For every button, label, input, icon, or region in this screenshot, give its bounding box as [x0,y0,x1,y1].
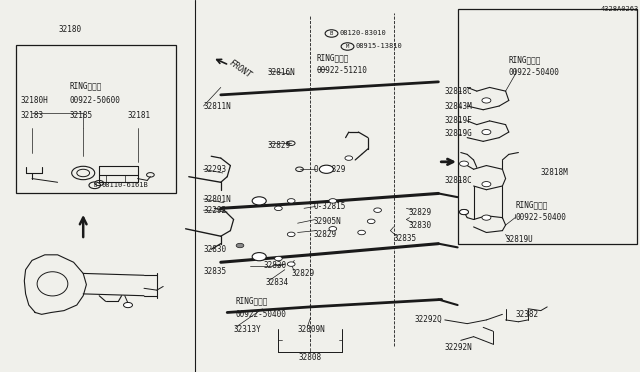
Circle shape [460,209,468,215]
Text: 08110-6161B: 08110-6161B [101,182,148,188]
Text: 32835: 32835 [204,267,227,276]
Text: 4328A0263: 4328A0263 [600,6,639,12]
Circle shape [275,256,282,261]
Bar [16,45,176,193]
Text: 08120-83010: 08120-83010 [339,31,386,36]
Text: M: M [346,44,349,49]
Text: 00922-50400: 00922-50400 [236,310,286,319]
Text: 32829: 32829 [314,230,337,239]
Text: 32292N: 32292N [445,343,472,352]
Text: 32181: 32181 [128,111,151,120]
Text: 32811N: 32811N [204,102,231,110]
Text: 32808: 32808 [299,353,322,362]
Text: O-32829: O-32829 [314,165,346,174]
Text: 32819U: 32819U [506,235,533,244]
Text: 32809N: 32809N [298,325,325,334]
Text: RINGリング: RINGリング [236,297,268,306]
Circle shape [252,253,266,261]
Text: RINGリング: RINGリング [509,55,541,64]
Text: 32818C: 32818C [445,176,472,185]
Text: 32185: 32185 [69,111,92,120]
Text: 00922-50400: 00922-50400 [509,68,559,77]
Circle shape [358,230,365,235]
Text: 32293: 32293 [204,165,227,174]
Text: FRONT: FRONT [227,58,253,80]
Circle shape [345,156,353,160]
Circle shape [460,161,468,166]
Circle shape [482,215,491,220]
Text: 32830: 32830 [408,221,431,230]
Circle shape [329,227,337,231]
Text: B: B [330,31,333,36]
Text: 32818C: 32818C [445,87,472,96]
Text: 00922-50400: 00922-50400 [515,213,566,222]
Text: 32830: 32830 [264,262,287,270]
Text: O-32815: O-32815 [314,202,346,211]
Text: 32183: 32183 [20,111,44,120]
Text: 32801N: 32801N [204,195,231,203]
Circle shape [482,182,491,187]
Text: 32382: 32382 [515,310,538,319]
Bar [458,9,637,244]
Circle shape [287,262,295,266]
Text: 08915-13810: 08915-13810 [355,44,402,49]
Text: 32819G: 32819G [445,129,472,138]
Circle shape [124,302,132,308]
Text: 32292Q: 32292Q [415,315,442,324]
Text: 32829: 32829 [268,141,291,150]
Text: 32843M: 32843M [445,102,472,110]
Text: 32830: 32830 [204,245,227,254]
Text: B: B [93,183,97,188]
Text: RINGリング: RINGリング [69,81,102,90]
Circle shape [460,209,468,215]
Text: RINGリング: RINGリング [317,53,349,62]
Circle shape [275,206,282,211]
Circle shape [287,199,295,203]
Text: 00922-50600: 00922-50600 [69,96,120,105]
Circle shape [367,219,375,224]
Text: 32816N: 32816N [268,68,295,77]
Text: 00922-51210: 00922-51210 [317,66,367,75]
Text: 32835: 32835 [394,234,417,243]
Text: 32313Y: 32313Y [234,325,261,334]
Circle shape [236,243,244,248]
Text: 32180: 32180 [59,25,82,34]
Text: 32292: 32292 [204,206,227,215]
Text: RINGリング: RINGリング [515,200,548,209]
Circle shape [329,199,337,203]
Text: 32180H: 32180H [20,96,48,105]
Text: 32834: 32834 [266,278,289,287]
Circle shape [482,129,491,135]
Circle shape [252,197,266,205]
Text: 32818M: 32818M [541,169,568,177]
Text: 32829: 32829 [291,269,314,278]
Text: 32905N: 32905N [314,217,341,226]
Circle shape [319,165,333,173]
Circle shape [287,232,295,237]
Text: 32829: 32829 [408,208,431,217]
Circle shape [374,208,381,212]
Text: 32819F: 32819F [445,116,472,125]
Circle shape [482,98,491,103]
